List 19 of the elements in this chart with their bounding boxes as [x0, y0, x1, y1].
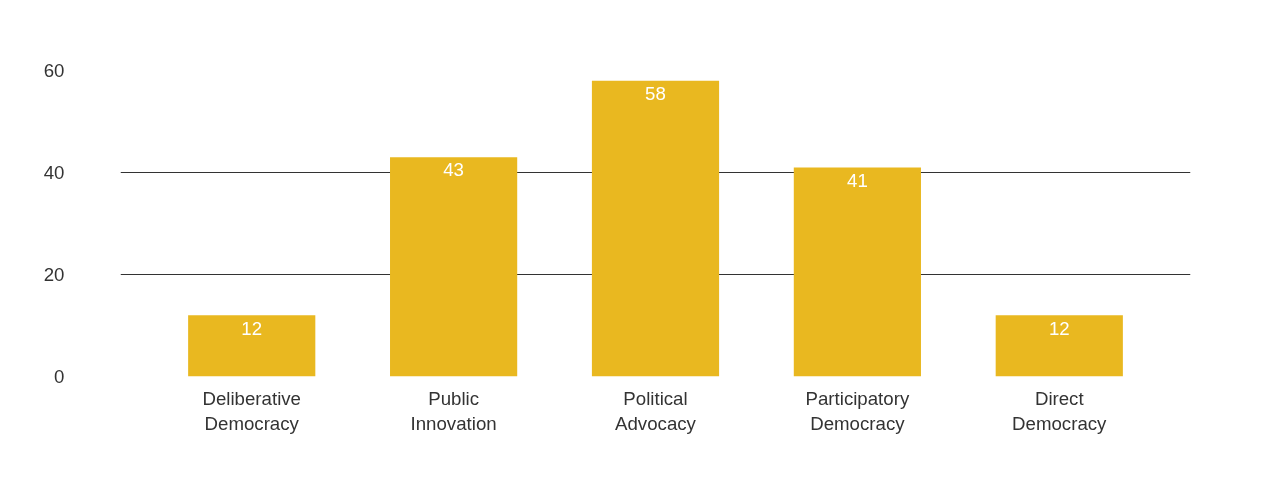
- x-tick-label: Deliberative Democracy: [202, 387, 301, 434]
- bar: [390, 157, 518, 377]
- data-label: 58: [645, 82, 666, 104]
- data-label: 12: [241, 317, 263, 339]
- bar: [591, 80, 720, 377]
- x-tick-label: Public Innovation: [410, 387, 497, 434]
- data-label: 41: [847, 169, 868, 191]
- y-tick-label: 0: [54, 366, 65, 387]
- bar: [793, 167, 921, 377]
- data-label: 12: [1048, 317, 1070, 339]
- data-label: 43: [443, 159, 464, 181]
- y-tick-label: 20: [43, 264, 65, 285]
- y-tick-label: 40: [43, 162, 65, 183]
- x-tick-label: Participatory Democracy: [805, 387, 910, 434]
- x-tick-label: Political Advocacy: [615, 387, 697, 434]
- bar: [995, 315, 1123, 377]
- bar: [188, 315, 316, 377]
- y-tick-label: 60: [43, 60, 65, 81]
- x-tick-label: Direct Democracy: [1012, 387, 1108, 434]
